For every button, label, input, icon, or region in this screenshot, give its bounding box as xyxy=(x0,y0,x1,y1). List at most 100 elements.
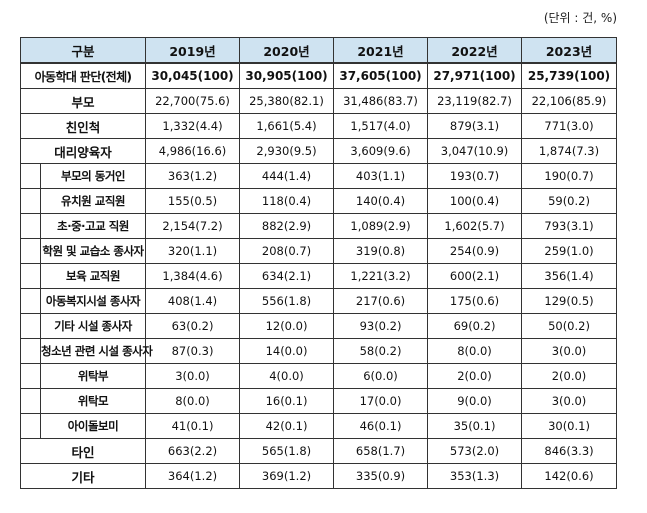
value-cell: 319(0.8) xyxy=(333,238,429,264)
value-cell: 37,605(100) xyxy=(333,62,429,89)
value-cell: 364(1.2) xyxy=(145,463,241,489)
indent-spacer xyxy=(20,338,41,364)
value-cell: 142(0.6) xyxy=(521,463,618,489)
value-cell: 771(3.0) xyxy=(521,113,618,139)
value-cell: 46(0.1) xyxy=(333,413,429,439)
category-label: 타인 xyxy=(19,438,147,464)
value-cell: 155(0.5) xyxy=(145,188,241,214)
value-cell: 1,602(5.7) xyxy=(427,213,523,239)
sub-category-label: 위탁모 xyxy=(39,388,147,414)
value-cell: 25,739(100) xyxy=(521,62,618,89)
category-row: 대리양육자 4,986(16.6) 2,930(9.5) 3,609(9.6) 3,04… xyxy=(19,138,618,164)
header-year-2021: 2021년 xyxy=(333,37,429,64)
value-cell: 87(0.3) xyxy=(145,338,241,364)
value-cell: 356(1.4) xyxy=(521,263,618,289)
value-cell: 22,106(85.9) xyxy=(521,88,618,114)
value-cell: 9(0.0) xyxy=(427,388,523,414)
value-cell: 140(0.4) xyxy=(333,188,429,214)
value-cell: 93(0.2) xyxy=(333,313,429,339)
indent-spacer xyxy=(20,163,41,189)
sub-category-label: 기타 시설 종사자 xyxy=(39,313,147,339)
value-cell: 217(0.6) xyxy=(333,288,429,314)
sub-category-row: 학원 및 교습소 종사자 320(1.1) 208(0.7) 319(0.8) 254(… xyxy=(20,238,618,264)
value-cell: 2,930(9.5) xyxy=(239,138,335,164)
value-cell: 16(0.1) xyxy=(239,388,335,414)
sub-category-row: 부모의 동거인 363(1.2) 444(1.4) 403(1.1) 193(0.7) 1… xyxy=(20,163,618,189)
value-cell: 12(0.0) xyxy=(239,313,335,339)
sub-category-row: 아동복지시설 종사자 408(1.4) 556(1.8) 217(0.6) 175(0.… xyxy=(20,288,618,314)
category-row: 기타 364(1.2) 369(1.2) 335(0.9) 353(1.3) 142(0.… xyxy=(19,463,618,489)
category-label: 기타 xyxy=(19,463,147,489)
value-cell: 193(0.7) xyxy=(427,163,523,189)
sub-category-label: 청소년 관련 시설 종사자 xyxy=(39,338,153,364)
sub-category-label: 아이돌보미 xyxy=(39,413,147,439)
header-category: 구분 xyxy=(19,37,147,64)
value-cell: 556(1.8) xyxy=(239,288,335,314)
header-year-2020: 2020년 xyxy=(239,37,335,64)
value-cell: 259(1.0) xyxy=(521,238,618,264)
sub-category-row: 보육 교직원 1,384(4.6) 634(2.1) 1,221(3.2) 600(2.… xyxy=(20,263,618,289)
value-cell: 129(0.5) xyxy=(521,288,618,314)
value-cell: 22,700(75.6) xyxy=(145,88,241,114)
value-cell: 1,089(2.9) xyxy=(333,213,429,239)
sub-category-label: 아동복지시설 종사자 xyxy=(39,288,147,314)
value-cell: 31,486(83.7) xyxy=(333,88,429,114)
value-cell: 1,661(5.4) xyxy=(239,113,335,139)
value-cell: 8(0.0) xyxy=(427,338,523,364)
value-cell: 408(1.4) xyxy=(145,288,241,314)
value-cell: 369(1.2) xyxy=(239,463,335,489)
sub-category-label: 학원 및 교습소 종사자 xyxy=(39,238,147,264)
value-cell: 63(0.2) xyxy=(145,313,241,339)
value-cell: 30(0.1) xyxy=(521,413,618,439)
sub-category-row: 위탁모 8(0.0) 16(0.1) 17(0.0) 9(0.0) 3(0.0) xyxy=(20,388,618,414)
indent-spacer xyxy=(20,388,41,414)
value-cell: 50(0.2) xyxy=(521,313,618,339)
value-cell: 8(0.0) xyxy=(145,388,241,414)
value-cell: 3(0.0) xyxy=(521,338,618,364)
sub-category-row: 아이돌보미 41(0.1) 42(0.1) 46(0.1) 35(0.1) 30(0.1) xyxy=(20,413,618,439)
sub-category-row: 초·중·고교 직원 2,154(7.2) 882(2.9) 1,089(2.9) 1,6… xyxy=(20,213,618,239)
value-cell: 6(0.0) xyxy=(333,363,429,389)
indent-spacer xyxy=(20,188,41,214)
value-cell: 30,905(100) xyxy=(239,62,335,89)
value-cell: 35(0.1) xyxy=(427,413,523,439)
unit-label: (단위 : 건, %) xyxy=(543,11,617,25)
indent-spacer xyxy=(20,238,41,264)
value-cell: 600(2.1) xyxy=(427,263,523,289)
value-cell: 14(0.0) xyxy=(239,338,335,364)
sub-category-row: 유치원 교직원 155(0.5) 118(0.4) 140(0.4) 100(0.4) 5… xyxy=(20,188,618,214)
value-cell: 2(0.0) xyxy=(521,363,618,389)
value-cell: 41(0.1) xyxy=(145,413,241,439)
indent-spacer xyxy=(20,263,41,289)
value-cell: 353(1.3) xyxy=(427,463,523,489)
value-cell: 69(0.2) xyxy=(427,313,523,339)
value-cell: 3,047(10.9) xyxy=(427,138,523,164)
indent-spacer xyxy=(20,213,41,239)
value-cell: 3,609(9.6) xyxy=(333,138,429,164)
value-cell: 27,971(100) xyxy=(427,62,523,89)
category-label: 대리양육자 xyxy=(19,138,147,164)
indent-spacer xyxy=(20,288,41,314)
value-cell: 208(0.7) xyxy=(239,238,335,264)
value-cell: 42(0.1) xyxy=(239,413,335,439)
sub-category-row: 기타 시설 종사자 63(0.2) 12(0.0) 93(0.2) 69(0.2) 50(… xyxy=(20,313,618,339)
category-row: 친인척 1,332(4.4) 1,661(5.4) 1,517(4.0) 879(3.1… xyxy=(19,113,618,139)
value-cell: 658(1.7) xyxy=(333,438,429,464)
value-cell: 1,332(4.4) xyxy=(145,113,241,139)
value-cell: 100(0.4) xyxy=(427,188,523,214)
sub-category-label: 유치원 교직원 xyxy=(39,188,147,214)
category-label: 친인척 xyxy=(19,113,147,139)
category-label: 아동학대 판단(전체) xyxy=(19,62,147,89)
value-cell: 30,045(100) xyxy=(145,62,241,89)
category-label: 부모 xyxy=(19,88,147,114)
value-cell: 1,221(3.2) xyxy=(333,263,429,289)
abuse-stats-table: 구분 2019년 2020년 2021년 2022년 2023년 아동학대 판단… xyxy=(19,37,618,489)
category-row: 부모 22,700(75.6) 25,380(82.1) 31,486(83.7) 23… xyxy=(19,88,618,114)
total-row: 아동학대 판단(전체) 30,045(100) 30,905(100) 37,605(… xyxy=(19,62,618,89)
value-cell: 17(0.0) xyxy=(333,388,429,414)
sub-category-label: 부모의 동거인 xyxy=(39,163,147,189)
value-cell: 793(3.1) xyxy=(521,213,618,239)
sub-category-label: 보육 교직원 xyxy=(39,263,147,289)
value-cell: 118(0.4) xyxy=(239,188,335,214)
value-cell: 320(1.1) xyxy=(145,238,241,264)
